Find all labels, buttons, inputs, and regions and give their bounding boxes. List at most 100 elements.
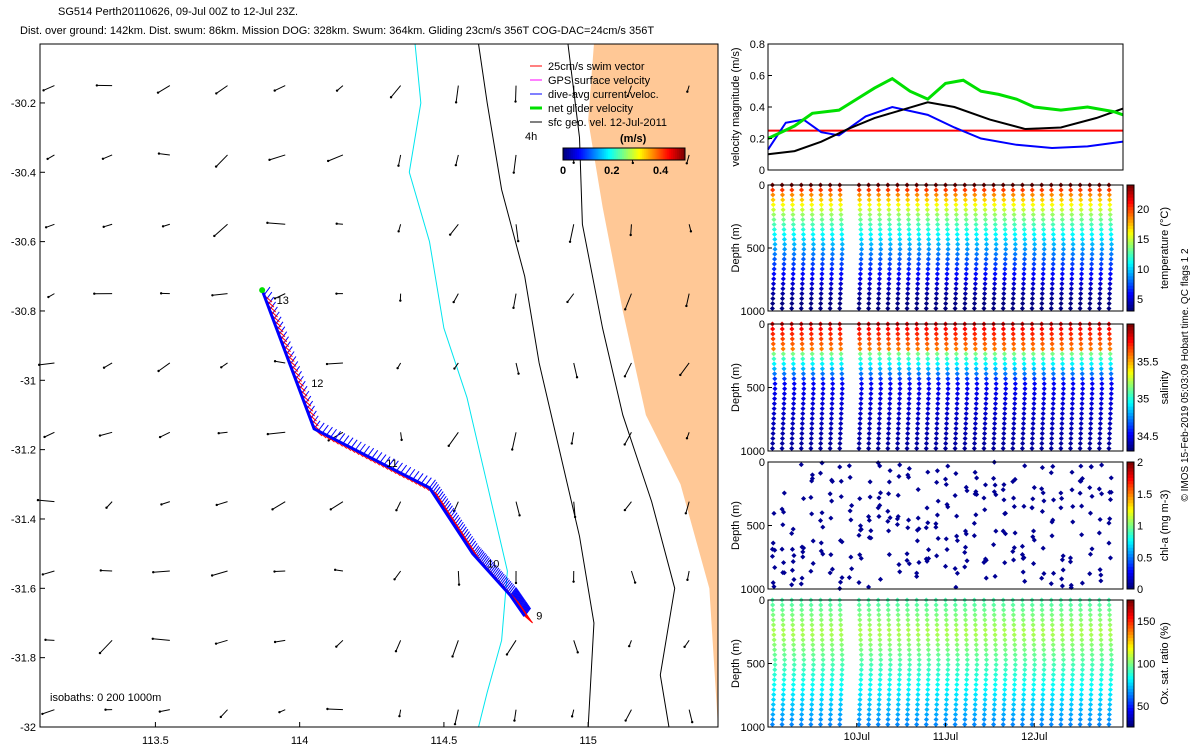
salinity-point — [780, 411, 787, 417]
salinity-point — [895, 336, 901, 342]
salinity-point — [962, 435, 968, 442]
salinity-point — [1000, 440, 1006, 447]
temperature-point — [1098, 266, 1104, 272]
salinity-point — [933, 435, 939, 442]
temperature-point — [1059, 276, 1065, 282]
oxygen-point — [818, 711, 824, 718]
oxygen-point — [925, 642, 931, 648]
oxygen-point — [769, 721, 775, 728]
oxygen-point — [1059, 627, 1065, 633]
salinity-point — [789, 341, 796, 347]
chla-point — [1021, 503, 1027, 509]
temperature-point — [1068, 300, 1074, 307]
salinity-point — [1060, 366, 1066, 372]
temperature-point — [1003, 241, 1009, 247]
sfc-velocity-arrow — [267, 431, 286, 435]
temperature-point — [916, 226, 922, 232]
temperature-colorbar-cell — [1127, 244, 1134, 249]
salinity-point — [924, 341, 930, 347]
chla-point — [925, 520, 931, 526]
oxygen-point — [962, 721, 968, 728]
chla-point — [839, 575, 845, 581]
salinity-point — [772, 376, 778, 382]
chla-point — [877, 490, 884, 496]
oxygen-point — [1048, 602, 1055, 608]
salinity-point — [963, 426, 969, 432]
chla-point — [1022, 463, 1028, 469]
oxygen-point — [791, 647, 797, 653]
sfc-velocity-arrow — [684, 640, 690, 648]
temperature-point — [1039, 202, 1046, 208]
temperature-colorbar-cell — [1127, 229, 1134, 233]
temperature-point — [905, 212, 911, 218]
temperature-point — [1000, 300, 1006, 307]
chla-point — [1041, 571, 1047, 577]
oxygen-point — [992, 627, 998, 633]
oxygen-point — [1058, 612, 1065, 618]
oxygen-point — [858, 652, 864, 658]
oxygen-point — [1029, 607, 1036, 613]
salinity-point — [810, 376, 816, 382]
temperature-point — [1051, 251, 1057, 257]
oxygen-point — [1049, 702, 1055, 708]
temperature-point — [1098, 212, 1104, 218]
oxygen-point — [983, 642, 989, 648]
oxygen-point — [1097, 711, 1103, 718]
oxygen-point — [895, 711, 901, 718]
temperature-point — [915, 221, 921, 228]
oxygen-colorbar-cell — [1127, 609, 1134, 614]
day-label: 9 — [536, 611, 542, 623]
salinity-point — [1107, 336, 1113, 342]
oxygen-point — [991, 706, 997, 713]
velocity-y-tick-label: 0.2 — [750, 134, 765, 146]
colorbar-cell — [656, 148, 660, 160]
temperature-point — [974, 241, 980, 247]
sfc-velocity-arrow — [395, 640, 402, 652]
salinity-point — [1039, 341, 1046, 347]
temperature-point — [837, 300, 843, 307]
temperature-point — [1107, 207, 1113, 213]
chla-point — [810, 560, 816, 566]
chla-point — [971, 533, 977, 539]
temperature-point — [1060, 221, 1066, 228]
oxygen-point — [925, 692, 931, 698]
oxygen-point — [924, 711, 930, 718]
oxygen-point — [1077, 716, 1083, 723]
oxygen-point — [1001, 702, 1007, 708]
salinity-point — [1001, 426, 1007, 432]
salinity-point — [1078, 336, 1084, 342]
temperature-point — [1050, 221, 1056, 228]
sfc-velocity-arrow — [398, 224, 402, 232]
temperature-point — [896, 226, 902, 232]
oxygen-point — [1030, 687, 1037, 693]
chla-point — [1049, 533, 1055, 539]
temperature-point — [914, 192, 920, 198]
chla-point — [1097, 516, 1103, 523]
salinity-point — [798, 440, 805, 447]
salinity-point — [992, 411, 998, 417]
salinity-point — [897, 371, 903, 377]
salinity-point — [877, 391, 884, 397]
sfc-velocity-arrow — [43, 85, 55, 91]
chla-point — [837, 579, 844, 585]
oxygen-colorbar-cell — [1127, 711, 1134, 715]
oxygen-point — [933, 607, 939, 613]
oxygen-point — [1031, 652, 1037, 658]
salinity-point — [838, 341, 844, 347]
chla-point — [828, 552, 834, 558]
temperature-point — [1002, 217, 1008, 223]
salinity-point — [1001, 430, 1007, 437]
temperature-point — [856, 305, 862, 312]
chla-point — [800, 549, 806, 555]
oxygen-point — [839, 652, 845, 658]
oxygen-point — [914, 612, 920, 618]
temperature-point — [819, 261, 825, 267]
salinity-point — [886, 361, 893, 367]
salinity-colorbar-cell — [1127, 390, 1134, 395]
temperature-point — [935, 251, 941, 257]
salinity-y-label: Depth (m) — [730, 363, 742, 412]
temperature-point — [818, 296, 824, 302]
salinity-point — [926, 376, 932, 382]
temperature-point — [923, 300, 930, 307]
temperature-point — [935, 256, 941, 262]
